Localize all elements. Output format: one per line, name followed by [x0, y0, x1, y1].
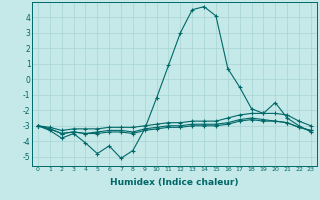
X-axis label: Humidex (Indice chaleur): Humidex (Indice chaleur): [110, 178, 239, 187]
